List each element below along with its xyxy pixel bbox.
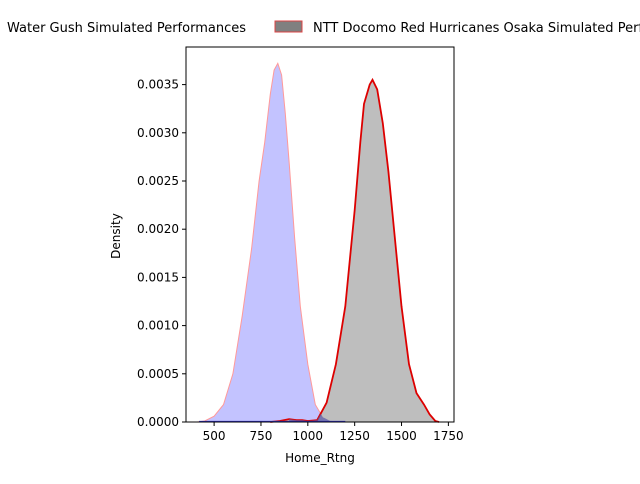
x-tick-label: 1250 xyxy=(339,429,370,443)
density-area-water-gush xyxy=(197,63,346,423)
y-tick-label: 0.0020 xyxy=(137,222,179,236)
y-tick-label: 0.0010 xyxy=(137,319,179,333)
y-axis-label: Density xyxy=(109,213,123,259)
legend-label-ntt-docomo: NTT Docomo Red Hurricanes Osaka Simulate… xyxy=(313,21,640,36)
x-tick-label: 1750 xyxy=(433,429,464,443)
x-tick-label: 1000 xyxy=(293,429,324,443)
x-tick-label: 500 xyxy=(203,429,226,443)
y-tick-label: 0.0030 xyxy=(137,126,179,140)
x-axis-label: Home_Rtng xyxy=(285,451,355,465)
density-area-ntt-docomo xyxy=(270,79,439,423)
y-axis-ticks: 0.0000 0.0005 0.0010 0.0015 0.0020 0.0025 0.00… xyxy=(137,78,186,429)
x-tick-label: 750 xyxy=(250,429,273,443)
y-tick-label: 0.0025 xyxy=(137,174,179,188)
legend-swatch-ntt-docomo xyxy=(274,20,303,33)
x-axis-ticks: 500 750 1000 1250 1500 1750 xyxy=(203,422,464,443)
y-tick-label: 0.0015 xyxy=(137,270,179,284)
series-layer xyxy=(197,62,440,423)
y-tick-label: 0.0035 xyxy=(137,78,179,92)
y-tick-label: 0.0005 xyxy=(137,367,179,381)
plot-frame xyxy=(185,46,455,423)
legend-label-water-gush: Water Gush Simulated Performances xyxy=(7,21,246,36)
y-tick-label: 0.0000 xyxy=(137,415,179,429)
density-line-water-gush xyxy=(197,62,346,423)
x-tick-label: 1500 xyxy=(386,429,417,443)
legend: Water Gush Simulated Performances NTT Do… xyxy=(7,20,640,36)
